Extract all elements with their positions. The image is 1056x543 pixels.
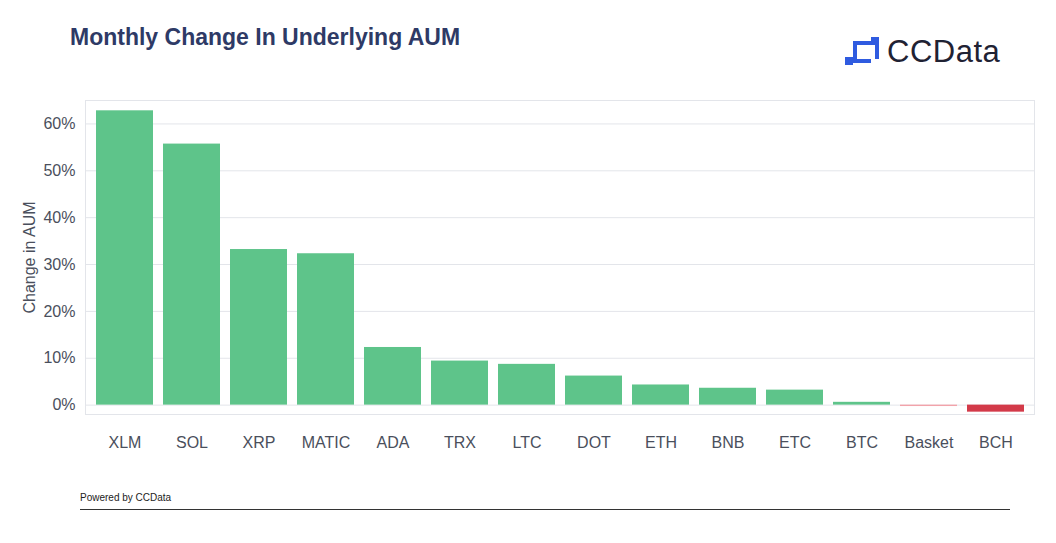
html-text:Powered by CCData: Powered by CCData (80, 492, 172, 503)
html-text:CCData: CCData (887, 34, 1001, 69)
svg-text:LTC: LTC (512, 434, 541, 451)
svg-text:Change in AUM: Change in AUM (21, 201, 38, 313)
svg-text:30%: 30% (43, 256, 75, 273)
svg-text:10%: 10% (43, 349, 75, 366)
svg-text:50%: 50% (43, 162, 75, 179)
svg-text:TRX: TRX (444, 434, 476, 451)
svg-text:SOL: SOL (176, 434, 208, 451)
svg-text:ADA: ADA (377, 434, 410, 451)
svg-text:DOT: DOT (577, 434, 611, 451)
svg-text:20%: 20% (43, 303, 75, 320)
svg-text:40%: 40% (43, 209, 75, 226)
svg-text:BNB: BNB (712, 434, 745, 451)
svg-text:MATIC: MATIC (302, 434, 351, 451)
svg-text:XLM: XLM (109, 434, 142, 451)
svg-text:ETC: ETC (779, 434, 811, 451)
svg-text:0%: 0% (52, 396, 75, 413)
svg-text:Basket: Basket (905, 434, 954, 451)
svg-text:XRP: XRP (243, 434, 276, 451)
svg-text:BCH: BCH (979, 434, 1013, 451)
html-text:Monthly Change In Underlying A: Monthly Change In Underlying AUM (70, 24, 461, 50)
svg-text:BTC: BTC (846, 434, 878, 451)
svg-text:ETH: ETH (645, 434, 677, 451)
svg-text:60%: 60% (43, 115, 75, 132)
